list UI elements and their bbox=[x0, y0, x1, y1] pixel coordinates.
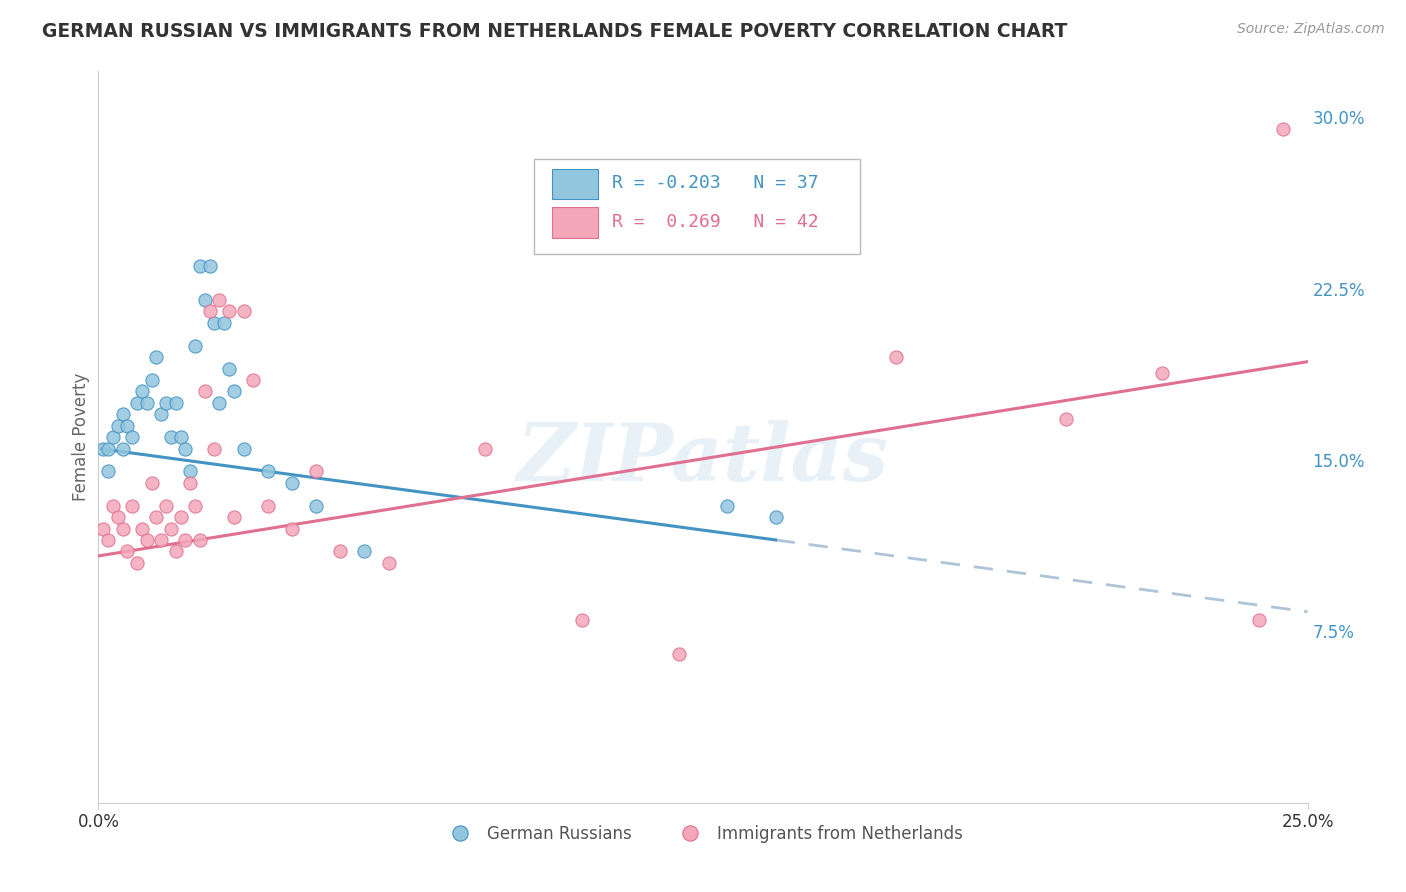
Point bbox=[188, 259, 211, 273]
Point bbox=[101, 499, 124, 513]
Point bbox=[198, 259, 221, 273]
Point bbox=[107, 510, 129, 524]
Point bbox=[242, 373, 264, 387]
Point bbox=[131, 384, 153, 399]
Point bbox=[208, 293, 231, 307]
Point bbox=[91, 442, 114, 456]
Point bbox=[145, 510, 167, 524]
Point bbox=[198, 304, 221, 318]
Point bbox=[97, 533, 120, 547]
Point bbox=[208, 396, 231, 410]
Point bbox=[131, 521, 153, 535]
Y-axis label: Female Poverty: Female Poverty bbox=[72, 373, 90, 501]
Point bbox=[1152, 366, 1174, 380]
Point bbox=[571, 613, 593, 627]
Text: R = -0.203   N = 37: R = -0.203 N = 37 bbox=[613, 174, 818, 193]
Point bbox=[179, 464, 201, 478]
Point bbox=[377, 556, 399, 570]
Point bbox=[145, 350, 167, 364]
Point bbox=[111, 442, 134, 456]
Point bbox=[150, 533, 173, 547]
Point bbox=[169, 430, 191, 444]
Point bbox=[353, 544, 375, 558]
Point bbox=[668, 647, 690, 661]
Point bbox=[91, 521, 114, 535]
Point bbox=[160, 430, 183, 444]
Point bbox=[204, 442, 226, 456]
Point bbox=[117, 418, 139, 433]
Point bbox=[127, 556, 149, 570]
Point bbox=[150, 407, 173, 421]
Point bbox=[222, 384, 245, 399]
Point bbox=[121, 499, 143, 513]
Point bbox=[121, 430, 143, 444]
Point bbox=[135, 533, 157, 547]
Text: ZIPatlas: ZIPatlas bbox=[517, 420, 889, 498]
Point bbox=[160, 521, 183, 535]
Point bbox=[232, 304, 254, 318]
FancyBboxPatch shape bbox=[534, 159, 860, 254]
Point bbox=[117, 544, 139, 558]
Point bbox=[194, 384, 217, 399]
Legend: German Russians, Immigrants from Netherlands: German Russians, Immigrants from Netherl… bbox=[437, 818, 969, 849]
Point bbox=[165, 544, 187, 558]
Point bbox=[184, 338, 207, 352]
Point bbox=[218, 304, 240, 318]
Point bbox=[256, 464, 278, 478]
Point bbox=[194, 293, 217, 307]
Point bbox=[232, 442, 254, 456]
Point bbox=[107, 418, 129, 433]
Point bbox=[222, 510, 245, 524]
Text: R =  0.269   N = 42: R = 0.269 N = 42 bbox=[613, 213, 818, 231]
Point bbox=[97, 442, 120, 456]
Point bbox=[141, 373, 163, 387]
Point bbox=[141, 475, 163, 490]
Point bbox=[765, 510, 787, 524]
Point bbox=[305, 464, 328, 478]
Point bbox=[474, 442, 496, 456]
Point bbox=[179, 475, 201, 490]
Point bbox=[305, 499, 328, 513]
Point bbox=[329, 544, 352, 558]
Point bbox=[174, 442, 197, 456]
Text: Source: ZipAtlas.com: Source: ZipAtlas.com bbox=[1237, 22, 1385, 37]
Point bbox=[1054, 412, 1077, 426]
Text: GERMAN RUSSIAN VS IMMIGRANTS FROM NETHERLANDS FEMALE POVERTY CORRELATION CHART: GERMAN RUSSIAN VS IMMIGRANTS FROM NETHER… bbox=[42, 22, 1067, 41]
Point bbox=[218, 361, 240, 376]
Point bbox=[188, 533, 211, 547]
Point bbox=[101, 430, 124, 444]
Point bbox=[184, 499, 207, 513]
Point bbox=[127, 396, 149, 410]
Point bbox=[165, 396, 187, 410]
Point bbox=[204, 316, 226, 330]
Bar bbox=[551, 208, 598, 238]
Point bbox=[886, 350, 908, 364]
Point bbox=[281, 521, 304, 535]
Point bbox=[212, 316, 235, 330]
Bar bbox=[551, 169, 598, 200]
Point bbox=[111, 407, 134, 421]
Point bbox=[174, 533, 197, 547]
Point bbox=[716, 499, 738, 513]
Point bbox=[1249, 613, 1271, 627]
Point bbox=[155, 396, 177, 410]
Point bbox=[155, 499, 177, 513]
Point bbox=[1272, 121, 1295, 136]
Point bbox=[97, 464, 120, 478]
Point bbox=[169, 510, 191, 524]
Point bbox=[111, 521, 134, 535]
Point bbox=[135, 396, 157, 410]
Point bbox=[281, 475, 304, 490]
Point bbox=[256, 499, 278, 513]
